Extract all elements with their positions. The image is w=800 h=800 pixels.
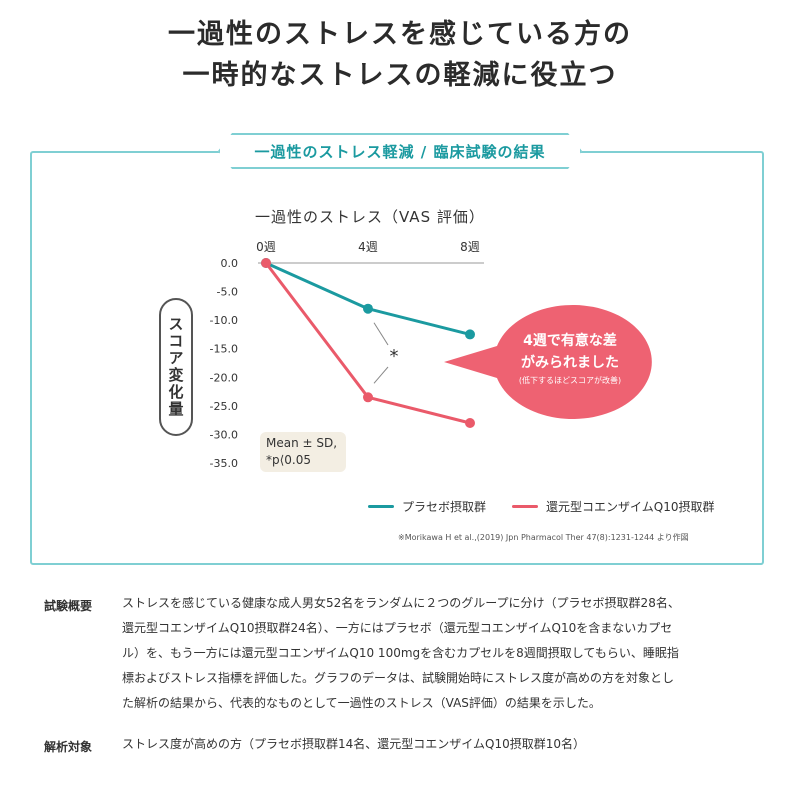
legend-label-placebo: プラセボ摂取群 — [402, 500, 487, 514]
overview-line: 標およびストレス指標を評価した。グラフのデータは、試験開始時にストレス度が高めの… — [122, 671, 675, 685]
y-axis-label: スコア変化量 — [159, 298, 193, 436]
data-point-0-2 — [465, 329, 475, 340]
overview-text: ストレスを感じている健康な成人男女52名をランダムに２つのグループに分け（プラセ… — [122, 591, 772, 716]
y-tick-label: -35.0 — [210, 457, 238, 470]
series-line-0 — [265, 261, 471, 336]
data-point-1-2 — [465, 418, 475, 428]
legend-item-placebo: プラセボ摂取群 — [368, 498, 486, 515]
y-tick-label: -30.0 — [210, 428, 238, 441]
data-point-1-1 — [363, 392, 373, 403]
overview-line: ル）を、もう一方には還元型コエンザイムQ10 100mgを含むカプセルを8週間摂… — [122, 646, 679, 660]
significance-bracket-lower — [373, 366, 389, 384]
x-tick-label: 4週 — [358, 240, 378, 254]
headline-line2: 一時的なストレスの軽減に役立つ — [182, 60, 618, 91]
panel-title-frame — [218, 133, 582, 169]
legend-swatch-coq10 — [512, 505, 538, 508]
legend-swatch-placebo — [368, 505, 394, 508]
headline: 一過性のストレスを感じている方の 一時的なストレスの軽減に役立つ — [0, 14, 800, 96]
stats-note: Mean ± SD, *p⟨0.05 — [260, 432, 346, 472]
target-label: 解析対象 — [44, 740, 93, 754]
significance-bracket-upper — [373, 322, 389, 346]
headline-line1: 一過性のストレスを感じている方の — [168, 19, 632, 50]
chart-title: 一過性のストレス（VAS 評価） — [255, 208, 485, 226]
legend-label-coq10: 還元型コエンザイムQ10摂取群 — [546, 500, 715, 514]
target-text: ストレス度が高めの方（プラセボ摂取群14名、還元型コエンザイムQ10摂取群10名… — [122, 737, 586, 751]
overview-line: た解析の結果から、代表的なものとして一過性のストレス（VAS評価）の結果を示した… — [122, 696, 601, 710]
data-point-0-1 — [363, 303, 373, 314]
data-point-1-0 — [261, 258, 271, 268]
overview-label: 試験概要 — [44, 599, 93, 613]
callout-layer — [444, 305, 652, 419]
x-tick-label: 0週 — [256, 240, 276, 254]
y-tick-label: -15.0 — [210, 343, 238, 356]
stats-note-line1: Mean ± SD, — [266, 436, 338, 450]
y-tick-label: -5.0 — [217, 286, 238, 299]
callout-line1: 4週で有意な差 — [523, 333, 617, 349]
legend-item-coq10: 還元型コエンザイムQ10摂取群 — [512, 498, 714, 515]
y-tick-label: -20.0 — [210, 371, 238, 384]
overview-line: ストレスを感じている健康な成人男女52名をランダムに２つのグループに分け（プラセ… — [122, 596, 680, 610]
callout-line2: がみられました — [521, 355, 619, 371]
axis-layer: 0週 4週 8週 0.0 -5.0 -10.0 -15.0 -20.0 -25.0 -30.0 -3… — [210, 240, 484, 470]
callout-bubble — [444, 305, 652, 419]
series-layer — [261, 258, 475, 428]
panel-title: 一過性のストレス軽減 / 臨床試験の結果 — [254, 142, 546, 161]
y-tick-label: 0.0 — [221, 257, 239, 270]
overview-line: 還元型コエンザイムQ10摂取群24名）、一方にはプラセボ（還元型コエンザイムQ1… — [122, 621, 673, 635]
y-tick-label: -10.0 — [210, 314, 238, 327]
x-tick-label: 8週 — [460, 240, 480, 254]
significance-marker: * — [390, 346, 399, 367]
source-citation: ※Morikawa H et al.,(2019) Jpn Pharmacol … — [398, 533, 689, 542]
stats-note-line2: *p⟨0.05 — [266, 453, 312, 467]
callout-line3: (低下するほどスコアが改善) — [518, 376, 622, 385]
y-tick-label: -25.0 — [210, 400, 238, 413]
